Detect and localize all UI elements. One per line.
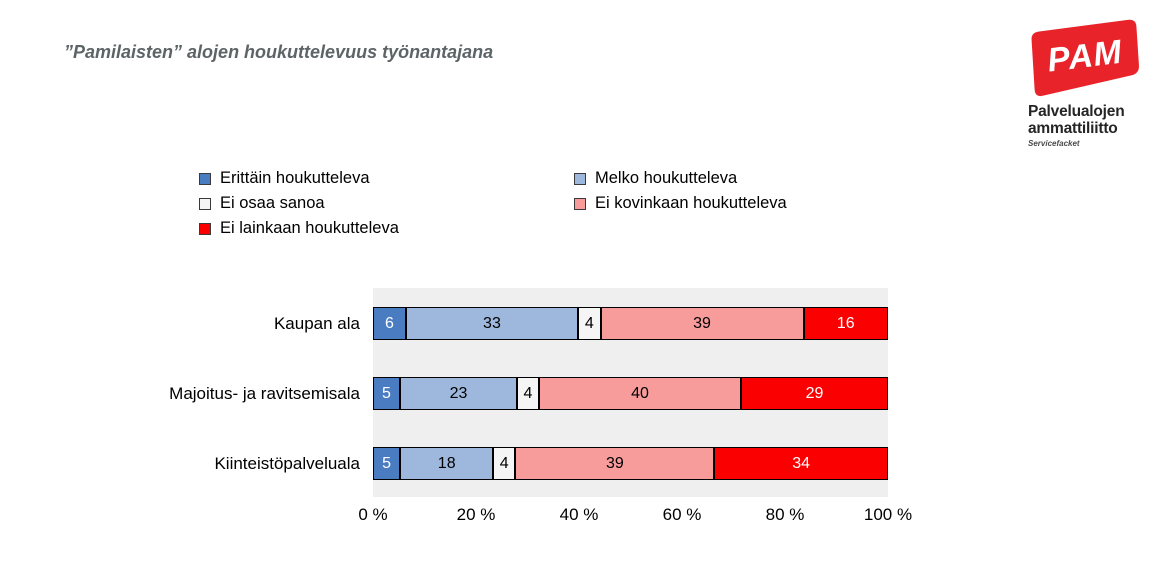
category-label: Kiinteistöpalveluala: [214, 454, 360, 473]
x-tick-label: 80 %: [765, 505, 805, 524]
bar-row: 6 33 4 39 16: [373, 307, 888, 340]
legend-item: Ei osaa sanoa: [199, 191, 399, 216]
category-axis: Kaupan ala Majoitus- ja ravitsemisala Kiin…: [0, 288, 365, 497]
legend-column-1: Erittäin houkutteleva Ei osaa sanoa Ei lai…: [199, 166, 399, 241]
bar-segment-value: 39: [693, 314, 711, 332]
chart-title: ”Pamilaisten” alojen houkuttelevuus työn…: [64, 42, 494, 62]
bar-segment: 4: [577, 307, 601, 340]
legend-swatch-icon: [574, 197, 586, 210]
bar-segment-value: 4: [584, 314, 594, 332]
bar-segment-value: 34: [792, 454, 811, 472]
x-tick-label: 0 %: [358, 505, 388, 524]
legend-item: Ei kovinkaan houkutteleva: [574, 191, 787, 216]
bar-segment: 34: [714, 447, 889, 480]
bar-segment-value: 23: [449, 384, 468, 402]
bar-segment: 16: [803, 307, 888, 340]
category-label: Kaupan ala: [273, 314, 360, 333]
bar-segment-value: 18: [437, 454, 456, 472]
pam-flag-shape: [1031, 19, 1139, 97]
legend-swatch-icon: [574, 172, 586, 185]
legend-item: Melko houkutteleva: [574, 166, 787, 191]
bar-segment: 33: [405, 307, 578, 340]
bar-row: 5 23 4 40 29: [373, 377, 888, 410]
logo-tagline: Servicefacket: [1028, 139, 1080, 148]
legend-swatch-icon: [199, 197, 211, 210]
bar-segment-value: 6: [385, 314, 394, 332]
bar-segment: 4: [493, 447, 516, 480]
bar-segment: 18: [400, 447, 494, 480]
x-axis: 0 % 20 % 40 % 60 % 80 % 100 %: [358, 505, 912, 527]
bar-segment-value: 5: [382, 384, 391, 402]
legend-item: Erittäin houkutteleva: [199, 166, 399, 191]
bar-segment-value: 5: [382, 454, 392, 472]
category-label: Majoitus- ja ravitsemisala: [169, 384, 360, 403]
bar-row: 5 18 4 39 34: [373, 447, 889, 480]
x-tick-label: 40 %: [559, 505, 599, 524]
bar-segment-value: 29: [805, 384, 824, 402]
legend-label: Erittäin houkutteleva: [220, 169, 370, 187]
x-tick-label: 100 %: [863, 505, 913, 524]
pam-logo: PAM Palvelualojen ammattiliitto Servicef…: [1028, 16, 1148, 148]
bar-segment-value: 33: [483, 314, 501, 332]
bar-segment-value: 39: [605, 454, 624, 472]
bar-segment: 39: [600, 307, 804, 340]
bar-segment: 23: [400, 377, 517, 410]
bar-segment: 5: [373, 377, 400, 410]
x-tick-label: 20 %: [456, 505, 496, 524]
bar-segment-value: 16: [836, 314, 855, 332]
legend-label: Ei osaa sanoa: [220, 194, 325, 212]
legend-item: Ei lainkaan houkutteleva: [199, 216, 399, 241]
x-tick-label: 60 %: [662, 505, 702, 524]
bar-segment-value: 4: [523, 384, 533, 402]
bar-segment: 29: [741, 377, 888, 410]
bar-segment: 40: [539, 377, 741, 410]
legend-swatch-icon: [199, 172, 211, 185]
legend-label: Ei lainkaan houkutteleva: [220, 219, 399, 237]
bar-segment: 39: [515, 447, 715, 480]
bar-segment: 6: [373, 307, 406, 340]
legend-swatch-icon: [199, 222, 211, 235]
bar-segment-value: 4: [499, 454, 509, 472]
legend-label: Melko houkutteleva: [595, 169, 738, 187]
legend-column-2: Melko houkutteleva Ei kovinkaan houkuttel…: [574, 166, 787, 216]
bar-segment: 4: [517, 377, 539, 410]
legend-label: Ei kovinkaan houkutteleva: [595, 194, 787, 212]
pam-flag-icon: PAM: [1031, 19, 1139, 97]
bar-segment: 5: [373, 447, 401, 480]
plot-area: 6 33 4 39 16 5 23 4 40 29 5 18 4 39 34: [373, 288, 889, 497]
logo-org-name: Palvelualojen ammattiliitto: [1028, 103, 1125, 137]
bar-segment-value: 40: [631, 384, 649, 402]
pam-brand-text: PAM: [1045, 34, 1124, 80]
